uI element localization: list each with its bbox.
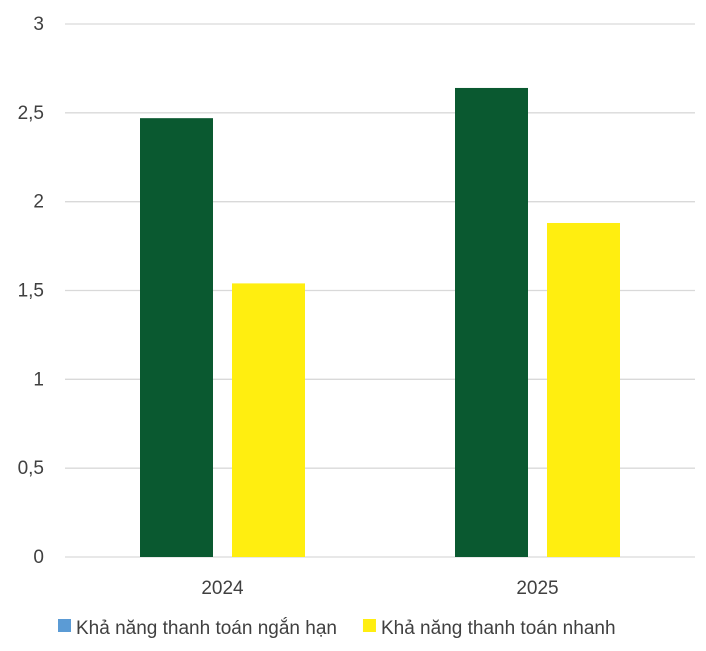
y-tick-label: 1,5: [18, 281, 44, 302]
bar-2024-series-1: [140, 118, 213, 557]
y-tick-label: 1: [33, 369, 44, 390]
y-tick-label: 2,5: [18, 103, 44, 124]
legend: Khả năng thanh toán ngắn hạn Khả năng tha…: [58, 617, 616, 639]
y-tick-label: 2: [33, 192, 44, 213]
x-category-label: 2025: [516, 578, 558, 599]
legend-swatch: [363, 619, 376, 632]
legend-label: Khả năng thanh toán ngắn hạn: [76, 617, 337, 639]
x-axis-categories: 2024 2025: [201, 578, 558, 599]
bar-2024-series-2: [232, 283, 305, 557]
y-tick-label: 3: [33, 14, 44, 35]
legend-swatch: [58, 619, 71, 632]
x-category-label: 2024: [201, 578, 244, 599]
y-tick-label: 0: [33, 547, 44, 568]
legend-label: Khả năng thanh toán nhanh: [381, 618, 616, 639]
bars: [140, 88, 620, 557]
y-tick-label: 0,5: [18, 458, 44, 479]
y-axis-ticks: 0 0,5 1 1,5 2 2,5 3: [18, 14, 44, 568]
bar-2025-series-1: [455, 88, 528, 557]
bar-2025-series-2: [547, 223, 620, 557]
